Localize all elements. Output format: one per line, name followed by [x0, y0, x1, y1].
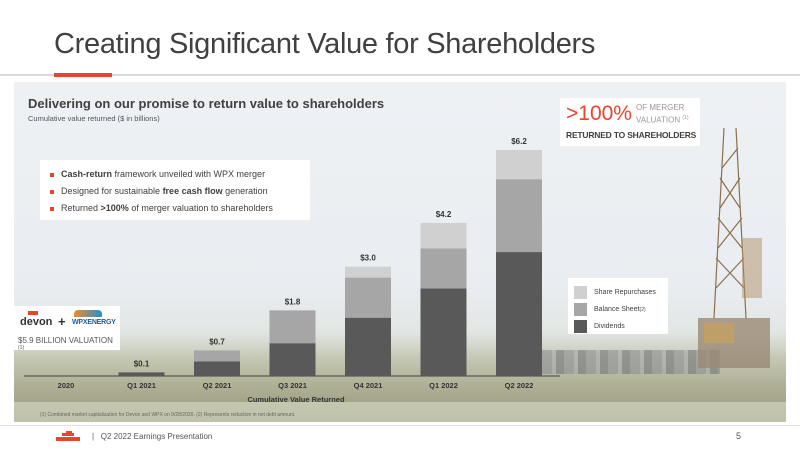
legend-label: Balance Sheet	[594, 306, 640, 313]
x-axis-label: Cumulative Value Returned	[247, 395, 345, 404]
callout-caption-line2: VALUATION	[636, 115, 681, 125]
callout-bottom-text: RETURNED TO SHAREHOLDERS	[566, 130, 697, 140]
legend-item-balance-sheet: Balance Sheet (2)	[574, 301, 662, 318]
devon-logo: devon	[20, 311, 53, 328]
bar-total-label: $3.0	[360, 254, 376, 263]
bar-segment-balance-sheet	[496, 179, 542, 253]
legend-swatch-dividends	[574, 320, 587, 333]
bar-segment-dividends	[269, 343, 316, 376]
bar-segment-dividends	[194, 361, 240, 376]
bullet-item: Returned >100% of merger valuation to sh…	[50, 200, 300, 217]
slide-title: Creating Significant Value for Sharehold…	[54, 28, 596, 60]
devon-footer-logo-icon	[56, 431, 80, 441]
footer-divider	[0, 425, 800, 426]
chart-unit-note: Cumulative value returned ($ in billions…	[28, 114, 160, 123]
page-number: 5	[736, 431, 742, 441]
bullet-list: Cash-return framework unveiled with WPX …	[40, 160, 310, 220]
bar-total-label: $1.8	[285, 297, 301, 306]
x-tick-label: Q4 2021	[354, 381, 383, 390]
bullet-text: Returned	[61, 203, 101, 213]
bar-segment-dividends	[345, 317, 391, 376]
bar-segment-balance-sheet	[420, 248, 467, 289]
x-tick-label: Q1 2022	[429, 381, 458, 390]
merger-logo-box: devon + WPXENERGY $5.9 BILLION VALUATION…	[14, 306, 120, 351]
bar-total-label: $4.2	[436, 210, 452, 219]
title-divider	[0, 74, 800, 76]
x-tick-label: Q3 2021	[278, 381, 307, 390]
bar-segment-share-repurchases	[496, 150, 542, 180]
callout-caption-line1: OF MERGER	[636, 103, 685, 112]
merger-valuation: $5.9 BILLION VALUATION (1)	[18, 336, 120, 355]
x-tick-label: Q1 2021	[127, 381, 156, 390]
legend-item-share-repurchases: Share Repurchases	[574, 284, 662, 301]
bullet-marker-icon	[50, 172, 54, 177]
drilling-rig-illustration	[698, 127, 770, 368]
bullet-item: Cash-return framework unveiled with WPX …	[50, 166, 300, 183]
storage-tanks	[520, 350, 720, 374]
valuation-footnote-ref: (1)	[18, 345, 25, 351]
bar-segment-dividends	[420, 288, 467, 376]
callout-caption: OF MERGER VALUATION (1)	[636, 103, 689, 126]
footer-separator: |	[92, 432, 95, 441]
callout-footnote-ref: (1)	[682, 115, 689, 121]
legend-swatch-share-repurchases	[574, 286, 587, 299]
wpx-logo: WPXENERGY	[72, 310, 116, 326]
x-tick-label: 2020	[58, 381, 75, 390]
title-accent-bar	[54, 73, 112, 77]
x-tick-label: Q2 2021	[203, 381, 232, 390]
bullet-marker-icon	[50, 189, 54, 194]
bullet-bold: Cash-return	[61, 169, 113, 179]
bar-segment-share-repurchases	[345, 266, 391, 278]
bar-segment-share-repurchases	[420, 222, 467, 249]
bar-total-label: $0.1	[134, 359, 150, 368]
legend-label: Dividends	[594, 323, 625, 330]
return-callout: >100% OF MERGER VALUATION (1) RETURNED T…	[560, 98, 700, 146]
chart-subheading: Delivering on our promise to return valu…	[28, 96, 385, 111]
bar-segment-balance-sheet	[194, 350, 240, 362]
bar-segment-balance-sheet	[345, 277, 391, 318]
bullet-item: Designed for sustainable free cash flow …	[50, 183, 300, 200]
x-tick-label: Q2 2022	[505, 381, 534, 390]
bullet-text: Designed for sustainable	[61, 186, 163, 196]
bullet-text: of merger valuation to shareholders	[128, 203, 273, 213]
footnote: (1) Combined market capitalization for D…	[40, 412, 296, 418]
bullet-bold: >100%	[100, 203, 129, 213]
bar-total-label: $0.7	[209, 337, 225, 346]
bar-total-label: $6.2	[511, 137, 527, 146]
bar-segment-dividends	[496, 252, 542, 376]
callout-percentage: >100%	[566, 102, 632, 125]
chart-legend: Share Repurchases Balance Sheet (2) Divid…	[568, 278, 668, 334]
bullet-text: generation	[222, 186, 268, 196]
bar-segment-dividends	[118, 372, 165, 376]
legend-swatch-balance-sheet	[574, 303, 587, 316]
bar-segment-balance-sheet	[269, 310, 316, 344]
merger-valuation-text: $5.9 BILLION VALUATION	[18, 336, 113, 345]
footer-presentation-name: Q2 2022 Earnings Presentation	[100, 432, 213, 441]
legend-label: Share Repurchases	[594, 289, 656, 296]
legend-footnote-ref: (2)	[639, 306, 646, 313]
bullet-marker-icon	[50, 206, 54, 211]
bullet-text: framework unveiled with WPX merger	[112, 169, 266, 179]
bullet-bold: free cash flow	[162, 186, 223, 196]
legend-item-dividends: Dividends	[574, 318, 662, 335]
footer-label: | Q2 2022 Earnings Presentation	[92, 432, 212, 441]
plus-icon: +	[58, 314, 66, 329]
